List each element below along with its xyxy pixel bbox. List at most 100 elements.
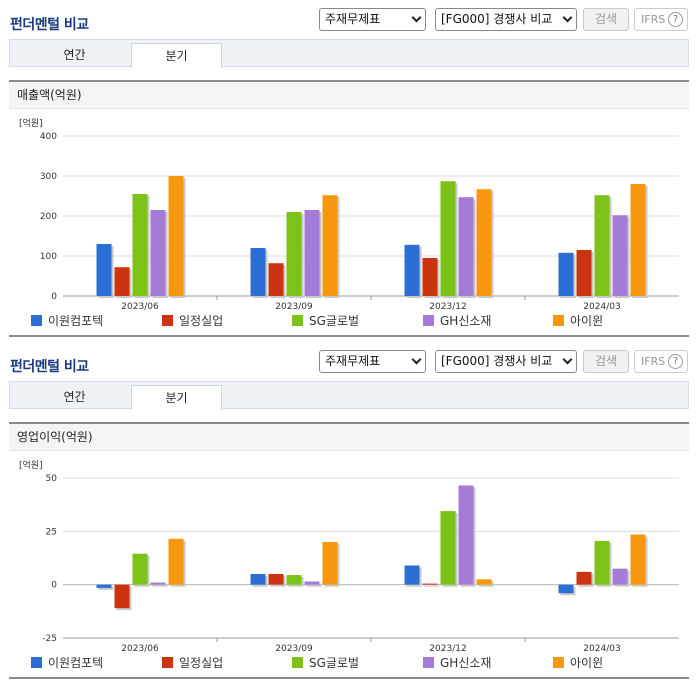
bar[interactable]: [168, 176, 184, 296]
bar[interactable]: [612, 215, 628, 296]
period-tabs: 연간 분기: [9, 39, 689, 68]
operating-profit-chart: [억원] -25 0 25 50 2023/06 2023/09 2023/12 2024/03…: [19, 459, 679, 670]
statement-select[interactable]: 주재무제표: [319, 8, 426, 31]
operating-profit-panel: 펀더멘털 비교 주재무제표 [FG000] 경쟁사 비교 검색 IFRS ? 연…: [0, 342, 696, 684]
bar[interactable]: [322, 195, 338, 296]
bar[interactable]: [576, 250, 592, 296]
help-icon[interactable]: ?: [668, 12, 683, 27]
bar[interactable]: [132, 194, 148, 296]
bar[interactable]: [304, 210, 320, 296]
y-tick-label: 400: [40, 132, 57, 142]
help-icon[interactable]: ?: [668, 354, 683, 369]
revenue-chart: [억원] 0 100 200 300 400 2023/06 2023/09 2023/12 20…: [19, 117, 679, 328]
ifrs-label: IFRS: [641, 13, 666, 26]
tab-quarterly[interactable]: 분기: [131, 385, 222, 410]
unit-label: [억원]: [19, 117, 43, 129]
revenue-panel: 펀더멘털 비교 주재무제표 [FG000] 경쟁사 비교 검색 IFRS ? 연…: [9, 8, 689, 337]
bar[interactable]: [132, 553, 148, 585]
search-button[interactable]: 검색: [583, 350, 629, 373]
y-tick-label: 25: [46, 527, 57, 537]
statement-select-value: 주재무제표: [325, 354, 381, 368]
bar-shadow: [424, 585, 440, 587]
y-tick-label: 50: [46, 474, 58, 484]
bar[interactable]: [558, 584, 574, 594]
legend-swatch: [292, 315, 303, 326]
x-tick-label: 2023/06: [121, 644, 159, 654]
bar[interactable]: [576, 571, 592, 585]
bar[interactable]: [322, 542, 338, 585]
tab-annual[interactable]: 연간: [63, 390, 86, 404]
bar[interactable]: [458, 197, 474, 296]
bar[interactable]: [150, 210, 166, 296]
bar[interactable]: [304, 581, 320, 585]
search-button[interactable]: 검색: [583, 8, 629, 31]
legend-label[interactable]: 일정실업: [179, 314, 223, 328]
legend-label[interactable]: 아이윈: [570, 314, 603, 328]
bar[interactable]: [458, 485, 474, 585]
bar[interactable]: [630, 534, 646, 585]
tab-annual[interactable]: 연간: [63, 48, 86, 62]
legend-swatch: [553, 657, 564, 668]
legend-swatch: [31, 315, 42, 326]
bar[interactable]: [250, 574, 266, 585]
legend-label[interactable]: SG글로벌: [309, 314, 359, 328]
bar[interactable]: [558, 252, 574, 296]
chevron-down-icon: [411, 12, 422, 23]
legend-label[interactable]: 일정실업: [179, 656, 223, 670]
y-tick-label: 0: [51, 292, 57, 302]
legend-label[interactable]: GH신소재: [440, 314, 491, 328]
x-tick-label: 2024/03: [583, 644, 620, 654]
bar[interactable]: [286, 575, 302, 585]
x-tick-label: 2023/06: [121, 302, 159, 312]
bar[interactable]: [422, 258, 438, 296]
divider: [9, 677, 689, 679]
bar[interactable]: [404, 565, 420, 585]
divider: [9, 335, 689, 337]
bar[interactable]: [594, 195, 610, 296]
bar[interactable]: [114, 584, 130, 609]
peer-group-select[interactable]: [FG000] 경쟁사 비교: [435, 350, 577, 373]
ifrs-toggle[interactable]: IFRS ?: [634, 350, 688, 373]
peer-group-select[interactable]: [FG000] 경쟁사 비교: [435, 8, 577, 31]
bar[interactable]: [440, 511, 456, 585]
x-tick-label: 2024/03: [583, 302, 620, 312]
chevron-down-icon: [411, 354, 422, 365]
period-tabs: 연간 분기: [9, 381, 689, 410]
x-tick-label: 2023/12: [429, 302, 466, 312]
ifrs-toggle[interactable]: IFRS ?: [634, 8, 688, 31]
statement-select[interactable]: 주재무제표: [319, 350, 426, 373]
bar[interactable]: [440, 181, 456, 296]
section-title: 영업이익(억원): [9, 422, 689, 451]
bar[interactable]: [612, 568, 628, 585]
bar[interactable]: [594, 540, 610, 585]
page-title: 펀더멘털 비교: [10, 17, 89, 33]
y-tick-label: 0: [51, 581, 57, 591]
unit-label: [억원]: [19, 459, 43, 471]
bar[interactable]: [250, 248, 266, 296]
bar[interactable]: [268, 263, 284, 296]
bar[interactable]: [114, 267, 130, 296]
bar[interactable]: [630, 184, 646, 296]
legend-label[interactable]: GH신소재: [440, 656, 491, 670]
tab-quarterly[interactable]: 분기: [131, 43, 222, 68]
bar[interactable]: [286, 212, 302, 296]
bar[interactable]: [476, 189, 492, 296]
bar[interactable]: [150, 582, 166, 585]
bar[interactable]: [404, 244, 420, 296]
bar[interactable]: [96, 244, 112, 296]
chevron-down-icon: [562, 354, 573, 365]
legend-label[interactable]: 이원컴포텍: [48, 314, 103, 328]
legend-label[interactable]: 이원컴포텍: [48, 656, 103, 670]
bar[interactable]: [476, 579, 492, 585]
y-tick-label: -25: [42, 634, 57, 644]
bar[interactable]: [422, 583, 438, 585]
bar[interactable]: [268, 574, 284, 585]
legend-swatch: [423, 657, 434, 668]
legend-label[interactable]: SG글로벌: [309, 656, 359, 670]
bar[interactable]: [96, 584, 112, 588]
bar-shadow: [152, 584, 168, 587]
peer-group-select-value: [FG000] 경쟁사 비교: [441, 354, 553, 368]
legend-label[interactable]: 아이윈: [570, 656, 603, 670]
ifrs-label: IFRS: [641, 355, 666, 368]
bar[interactable]: [168, 538, 184, 585]
